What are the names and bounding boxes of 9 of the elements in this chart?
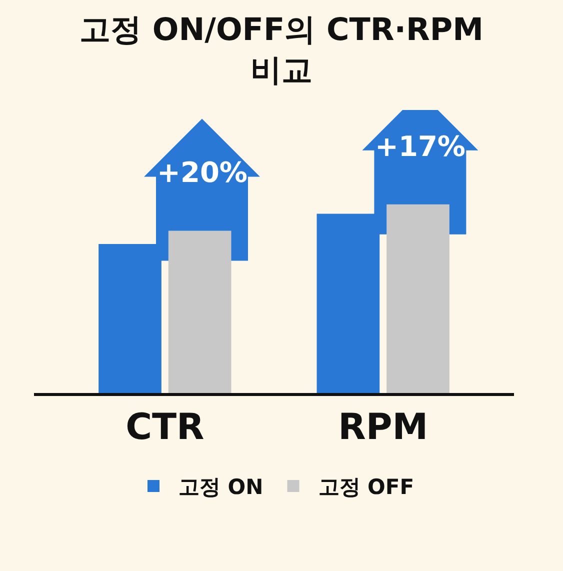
- bar: [98, 244, 162, 393]
- bar: [316, 214, 380, 393]
- chart-title: 고정 ON/OFF의 CTR·RPM 비교: [80, 12, 484, 88]
- text: +20%: [157, 156, 248, 189]
- x-tick-label: RPM: [338, 407, 428, 448]
- x-tick-label: CTR: [126, 407, 204, 448]
- legend-label: 고정 ON: [178, 475, 264, 500]
- text: +17%: [375, 130, 466, 163]
- legend-label: 고정 OFF: [318, 475, 414, 500]
